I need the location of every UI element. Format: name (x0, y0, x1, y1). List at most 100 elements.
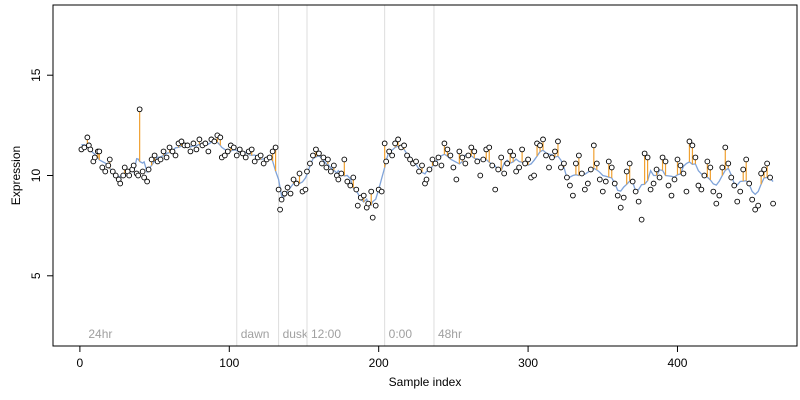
data-point (426, 166, 433, 173)
data-point (716, 192, 723, 199)
data-point (605, 158, 612, 165)
data-point (178, 138, 185, 145)
data-point (328, 168, 334, 175)
data-point (701, 172, 708, 179)
data-point (489, 162, 496, 169)
x-axis-label: Sample index (389, 375, 462, 389)
data-point (638, 216, 645, 223)
data-point (368, 188, 375, 195)
data-point (236, 146, 243, 153)
data-point (257, 152, 264, 159)
data-point (401, 142, 407, 149)
data-point (447, 152, 454, 159)
data-point (84, 134, 91, 141)
data-point (614, 192, 621, 199)
data-point (722, 144, 729, 151)
data-point (468, 144, 475, 151)
data-point (202, 140, 209, 147)
data-point (307, 160, 313, 167)
data-point (498, 154, 505, 161)
data-point (407, 156, 413, 163)
data-point (242, 154, 249, 161)
data-point (105, 162, 112, 169)
data-point (91, 154, 98, 161)
data-point (287, 190, 294, 197)
data-point (728, 174, 735, 181)
data-point (540, 136, 546, 143)
data-point (749, 196, 756, 203)
data-point (145, 166, 152, 173)
data-point (260, 160, 267, 167)
data-point (593, 160, 600, 167)
data-point (296, 170, 303, 177)
data-point (576, 152, 582, 159)
annotation-label: 0:00 (389, 327, 413, 341)
data-point (504, 160, 511, 167)
data-point (704, 158, 711, 165)
data-point (378, 188, 385, 195)
data-point (710, 188, 717, 195)
data-point (495, 166, 502, 173)
data-point (353, 186, 360, 193)
data-point (546, 164, 552, 171)
data-point (501, 170, 508, 177)
data-point (608, 164, 615, 171)
data-point (221, 152, 228, 159)
y-tick-label: 15 (29, 68, 43, 82)
data-point (413, 158, 419, 165)
data-point (450, 164, 457, 171)
data-point (141, 174, 147, 181)
data-point (674, 156, 681, 163)
data-point (522, 160, 528, 167)
data-point (87, 146, 94, 153)
data-point (686, 138, 693, 145)
data-point (423, 176, 430, 183)
y-axis: 5 10 15 (29, 68, 53, 279)
data-point (561, 160, 567, 167)
data-point (441, 140, 448, 147)
annotation-lines: 24hr dawn dusk 12:00 0:00 48hr (88, 5, 462, 346)
data-point (281, 190, 288, 197)
data-point (354, 202, 361, 209)
data-point (372, 202, 379, 209)
data-point (596, 176, 603, 183)
data-point (456, 148, 463, 155)
data-point (707, 164, 714, 171)
data-point (635, 198, 642, 205)
x-axis: 0 100 200 300 400 (77, 345, 688, 370)
data-point (582, 186, 588, 193)
x-tick-label: 200 (369, 356, 389, 370)
data-point (653, 166, 660, 173)
data-point (492, 186, 499, 193)
data-point (689, 142, 696, 149)
data-point (623, 168, 630, 175)
data-point (620, 194, 627, 201)
data-point (680, 170, 687, 177)
data-point (157, 156, 164, 163)
data-point (626, 160, 633, 167)
data-point (331, 162, 337, 169)
data-point (284, 184, 291, 191)
data-point (272, 144, 279, 151)
data-point (435, 154, 442, 161)
data-point (166, 144, 173, 151)
data-point (537, 142, 543, 149)
data-point (325, 156, 331, 163)
data-point (99, 164, 106, 171)
data-point (365, 200, 372, 207)
data-point (419, 162, 425, 169)
data-point (139, 168, 146, 175)
data-point (573, 160, 579, 167)
data-point (109, 168, 116, 175)
annotation-label: 12:00 (311, 327, 341, 341)
data-point (350, 174, 357, 181)
data-point (347, 182, 354, 189)
data-point (764, 160, 770, 167)
data-point (335, 176, 342, 183)
data-point (96, 148, 103, 155)
data-point (486, 144, 493, 151)
data-point (746, 180, 753, 187)
data-point (290, 176, 297, 183)
data-point (248, 146, 255, 153)
data-point (163, 154, 170, 161)
